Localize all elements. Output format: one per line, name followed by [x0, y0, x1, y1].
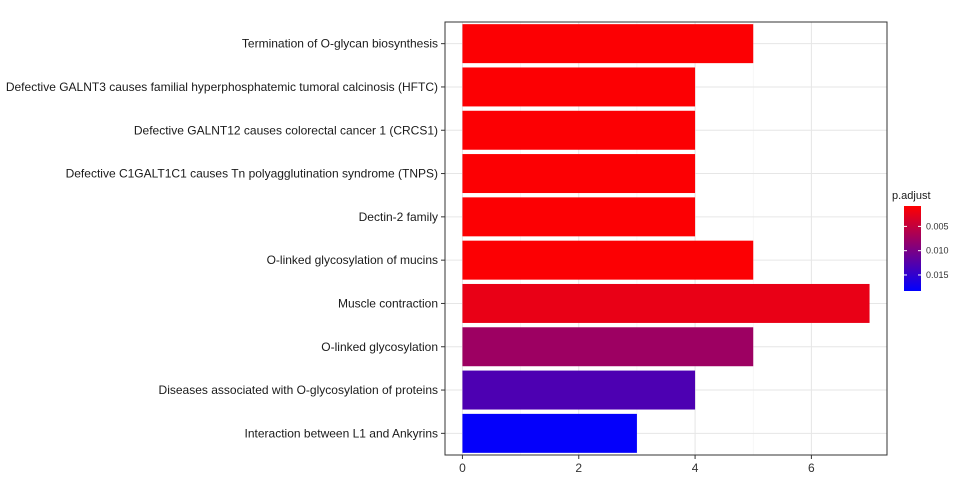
color-legend: p.adjust 0.005 0.010 0.015	[892, 190, 949, 291]
category-label: O-linked glycosylation of mucins	[267, 253, 438, 267]
bar	[462, 24, 754, 64]
x-tick-label: 0	[459, 461, 466, 475]
category-label: Diseases associated with O-glycosylation…	[159, 383, 438, 397]
plot-panel	[444, 21, 888, 456]
x-tick-label: 2	[575, 461, 582, 475]
category-label: Termination of O-glycan biosynthesis	[242, 37, 438, 51]
category-label: Defective GALNT3 causes familial hyperph…	[6, 80, 438, 94]
legend-tick-label: 0.010	[926, 246, 949, 256]
legend-tick-label: 0.015	[926, 270, 949, 280]
category-label: Defective GALNT12 causes colorectal canc…	[134, 123, 438, 137]
bar	[462, 154, 696, 194]
bar	[462, 370, 696, 410]
x-tick-label: 4	[692, 461, 699, 475]
category-label: Interaction between L1 and Ankyrins	[245, 426, 438, 440]
bar	[462, 413, 637, 453]
bars	[462, 24, 870, 453]
x-axis: 0 2 4 6	[459, 455, 815, 475]
x-tick-label: 6	[808, 461, 815, 475]
bar	[462, 110, 696, 150]
bar	[462, 327, 754, 367]
bar	[462, 283, 870, 323]
legend-title: p.adjust	[892, 190, 931, 202]
legend-tick-label: 0.005	[926, 221, 949, 231]
category-label: Muscle contraction	[338, 296, 438, 310]
bar	[462, 67, 696, 107]
bar	[462, 197, 696, 237]
category-label: O-linked glycosylation	[321, 340, 438, 354]
category-labels: Termination of O-glycan biosynthesis Defe…	[6, 37, 445, 440]
legend-colorbar	[904, 206, 921, 291]
bar	[462, 240, 754, 280]
category-label: Dectin-2 family	[359, 210, 438, 224]
category-label: Defective C1GALT1C1 causes Tn polyagglut…	[66, 167, 438, 181]
